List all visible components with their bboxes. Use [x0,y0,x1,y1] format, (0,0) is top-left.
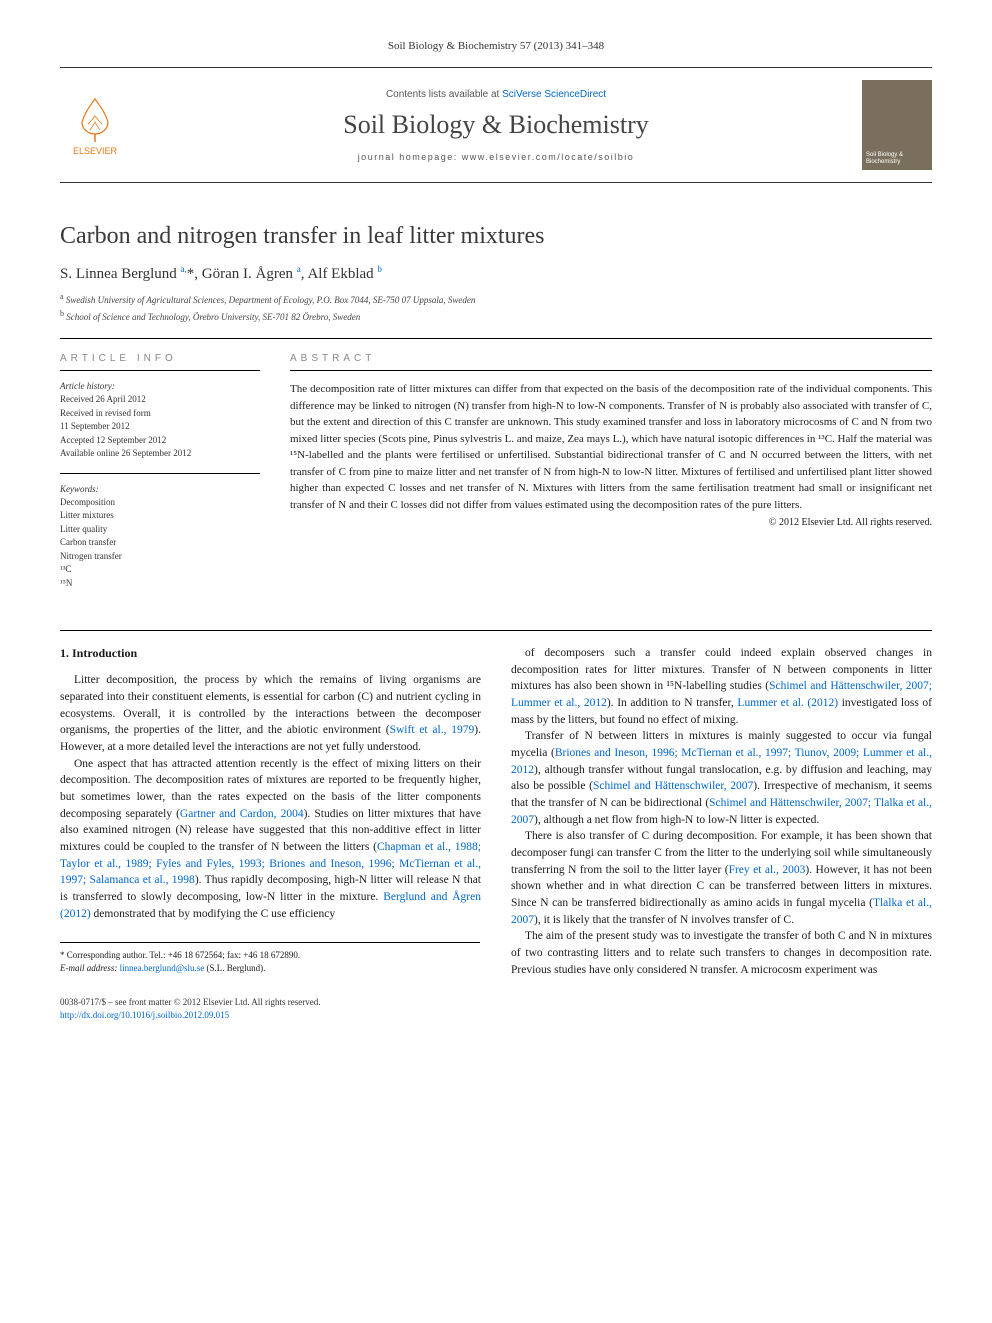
body-paragraph: Litter decomposition, the process by whi… [60,672,481,755]
body-paragraph: of decomposers such a transfer could ind… [511,645,932,728]
corr-line2: E-mail address: linnea.berglund@slu.se (… [60,962,480,975]
body-column-left: 1. Introduction Litter decomposition, th… [60,645,481,978]
running-header: Soil Biology & Biochemistry 57 (2013) 34… [60,40,932,52]
affiliation: b School of Science and Technology, Öreb… [60,308,932,325]
history-item: Received in revised form [60,407,260,421]
body-column-right: of decomposers such a transfer could ind… [511,645,932,978]
page-footer: 0038-0717/$ – see front matter © 2012 El… [60,996,932,1021]
affiliation: a Swedish University of Agricultural Sci… [60,291,932,308]
keywords-label: Keywords: [60,484,260,494]
abstract-heading: ABSTRACT [290,353,932,371]
keyword-item: Carbon transfer [60,536,260,550]
abstract-copyright: © 2012 Elsevier Ltd. All rights reserved… [290,517,932,528]
keyword-item: Litter quality [60,523,260,537]
citation-text: Soil Biology & Biochemistry 57 (2013) 34… [388,40,604,52]
homepage-line: journal homepage: www.elsevier.com/locat… [130,152,862,162]
rule-bottom [60,630,932,631]
history-item: Accepted 12 September 2012 [60,434,260,448]
body-columns: 1. Introduction Litter decomposition, th… [60,645,932,978]
rule-top [60,338,932,339]
corr-line1: * Corresponding author. Tel.: +46 18 672… [60,949,480,962]
doi-link[interactable]: http://dx.doi.org/10.1016/j.soilbio.2012… [60,1010,229,1020]
history-item: 11 September 2012 [60,420,260,434]
homepage-prefix: journal homepage: [358,152,462,162]
keyword-item: Nitrogen transfer [60,550,260,564]
history-item: Available online 26 September 2012 [60,447,260,461]
article-info: ARTICLE INFO Article history: Received 2… [60,353,260,590]
keyword-item: Litter mixtures [60,509,260,523]
authors-line: S. Linnea Berglund a,*, Göran I. Ågren a… [60,264,932,283]
contents-prefix: Contents lists available at [386,89,502,100]
body-paragraph: Transfer of N between litters in mixture… [511,728,932,828]
homepage-url[interactable]: www.elsevier.com/locate/soilbio [462,152,635,162]
cover-text: Soil Biology & Biochemistry [866,152,928,166]
corr-email-label: E-mail address: [60,963,120,973]
body-paragraph: One aspect that has attracted attention … [60,756,481,923]
publisher-name: ELSEVIER [73,146,117,156]
corr-email[interactable]: linnea.berglund@slu.se [120,963,205,973]
keyword-item: Decomposition [60,496,260,510]
section-heading: 1. Introduction [60,645,481,662]
keyword-item: ¹³C [60,563,260,577]
elsevier-tree-icon [70,94,120,144]
article-info-heading: ARTICLE INFO [60,353,260,371]
journal-cover-thumb[interactable]: Soil Biology & Biochemistry [862,80,932,170]
article-title: Carbon and nitrogen transfer in leaf lit… [60,223,932,250]
masthead: ELSEVIER Contents lists available at Sci… [60,67,932,183]
body-paragraph: The aim of the present study was to inve… [511,928,932,978]
publisher-logo-block[interactable]: ELSEVIER [60,85,130,165]
corr-suffix: (S.L. Berglund). [204,963,265,973]
sciencedirect-link[interactable]: SciVerse ScienceDirect [502,89,606,100]
abstract: ABSTRACT The decomposition rate of litte… [290,353,932,590]
corresponding-author-footer: * Corresponding author. Tel.: +46 18 672… [60,942,480,974]
info-abstract-row: ARTICLE INFO Article history: Received 2… [60,353,932,590]
affiliations: a Swedish University of Agricultural Sci… [60,291,932,324]
journal-name: Soil Biology & Biochemistry [130,110,862,140]
keywords-list: DecompositionLitter mixturesLitter quali… [60,496,260,591]
abstract-text: The decomposition rate of litter mixture… [290,381,932,513]
history-item: Received 26 April 2012 [60,393,260,407]
body-paragraph: There is also transfer of C during decom… [511,828,932,928]
keyword-item: ¹⁵N [60,577,260,591]
issn-line: 0038-0717/$ – see front matter © 2012 El… [60,996,932,1009]
contents-line: Contents lists available at SciVerse Sci… [130,89,862,100]
info-divider [60,473,260,474]
masthead-center: Contents lists available at SciVerse Sci… [130,89,862,162]
history-list: Received 26 April 2012Received in revise… [60,393,260,461]
history-label: Article history: [60,381,260,391]
doi-line: http://dx.doi.org/10.1016/j.soilbio.2012… [60,1009,932,1022]
